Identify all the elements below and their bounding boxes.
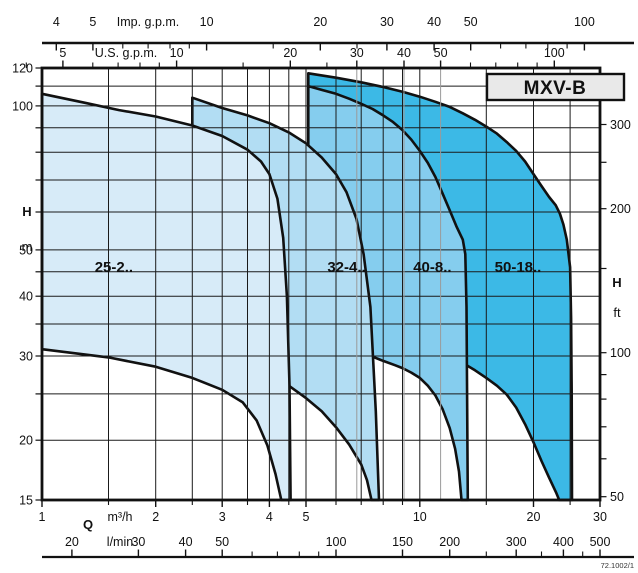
lmin-label-150: 150 [392,535,413,549]
lmin-label-400: 400 [553,535,574,549]
doc-number: 72.1002/1 [601,561,634,570]
gridlines [42,68,600,500]
lmin-label-50: 50 [215,535,229,549]
lmin-unit-label: l/min [107,535,133,549]
imp-gpm-label-100: 100 [574,15,595,29]
lmin-label-40: 40 [179,535,193,549]
h-ft-label-50: 50 [610,490,624,504]
us-gpm-label-50: 50 [434,46,448,60]
h-m-label-20: 20 [19,434,33,448]
region-label-40-8: 40-8.. [413,259,451,276]
us-gpm-unit-label: U.S. g.p.m. [95,46,158,60]
h-m-label-50: 50 [19,243,33,257]
region-labels: 50-18.. 40-8.. 32-4.. 25-2.. [95,259,542,276]
imp-gpm-label-4: 4 [53,15,60,29]
lmin-label-100: 100 [326,535,347,549]
h-m-label-100: 100 [12,99,33,113]
m3h-label-10: 10 [413,510,427,524]
q-axis-letter: Q [83,517,93,532]
imp-gpm-label-30: 30 [380,15,394,29]
title-box-frame [485,72,626,102]
region-label-50-18: 50-18.. [495,259,542,276]
imp-gpm-unit-label: Imp. g.p.m. [117,15,180,29]
lmin-label-20: 20 [65,535,79,549]
h-ft-label-300: 300 [610,118,631,132]
lmin-label-300: 300 [506,535,527,549]
m-unit-label: m [22,239,33,254]
region-label-32-4: 32-4.. [327,259,365,276]
h-m-label-120: 120 [12,62,33,76]
lmin-label-500: 500 [590,535,611,549]
m3h-label-2: 2 [152,510,159,524]
imp-gpm-label-40: 40 [427,15,441,29]
us-gpm-label-5: 5 [59,46,66,60]
region-envelope-25-2 [40,92,292,502]
imp-gpm-label-10: 10 [200,15,214,29]
plot-border-rect [40,66,602,502]
chart-title: MXV-B [524,78,587,99]
h-m-label-30: 30 [19,350,33,364]
region-envelope-40-8 [306,84,470,502]
us-gpm-label-30: 30 [350,46,364,60]
h-axis-letter-right: H [612,275,621,290]
axes: 4 5 10 20 30 40 50 100 Imp. g.p.m. 5 10 20 30 40 50 100… [12,15,634,559]
imp-gpm-label-5: 5 [89,15,96,29]
h-axis-letter-left: H [22,204,31,219]
region-label-25-2: 25-2.. [95,259,133,276]
h-ft-label-100: 100 [610,346,631,360]
m3h-label-4: 4 [266,510,273,524]
title-box: MXV-B [485,72,626,102]
m3h-label-5: 5 [303,510,310,524]
region-envelopes [40,72,574,502]
m3h-label-30: 30 [593,510,607,524]
lmin-label-30: 30 [131,535,145,549]
m3h-label-3: 3 [219,510,226,524]
imp-gpm-label-50: 50 [464,15,478,29]
h-m-label-15: 15 [19,494,33,508]
lmin-label-200: 200 [439,535,460,549]
m3h-label-1: 1 [39,510,46,524]
h-ft-label-200: 200 [610,202,631,216]
m3h-unit-label: m³/h [108,510,133,524]
us-gpm-label-10: 10 [170,46,184,60]
us-gpm-label-100: 100 [544,46,565,60]
us-gpm-label-20: 20 [283,46,297,60]
m3h-label-20: 20 [527,510,541,524]
ft-unit-label: ft [613,305,621,320]
us-gpm-label-40: 40 [397,46,411,60]
h-m-label-40: 40 [19,290,33,304]
plot-border [40,66,602,502]
imp-gpm-label-20: 20 [313,15,327,29]
